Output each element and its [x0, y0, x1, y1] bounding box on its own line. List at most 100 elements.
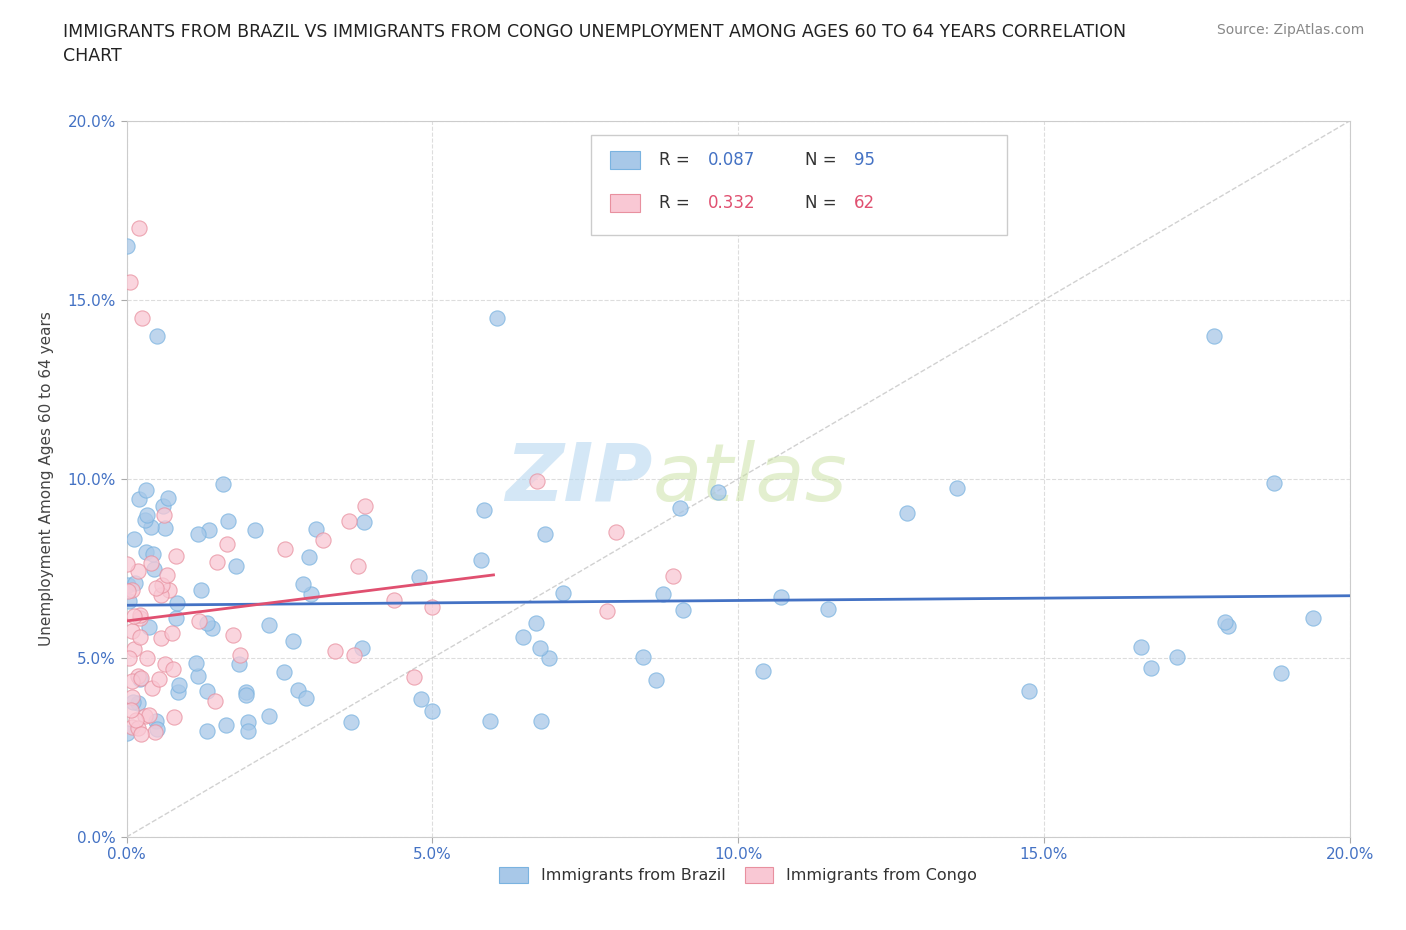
Point [131, 311, 153, 325]
Point [222, 628, 245, 643]
Point [153, 521, 176, 536]
Point [470, 552, 492, 567]
Point [281, 634, 304, 649]
Point [121, 690, 143, 705]
Point [707, 485, 730, 499]
Point [135, 650, 157, 665]
Point [1302, 611, 1324, 626]
Point [644, 672, 666, 687]
Point [512, 630, 534, 644]
Point [198, 523, 221, 538]
Point [669, 500, 692, 515]
Point [127, 564, 149, 578]
Point [146, 721, 169, 736]
Point [896, 506, 918, 521]
Point [117, 578, 139, 592]
Point [420, 600, 443, 615]
Point [533, 526, 555, 541]
Text: 95: 95 [855, 152, 876, 169]
Point [120, 703, 142, 718]
Point [273, 664, 295, 679]
Point [524, 615, 547, 630]
Point [145, 713, 167, 728]
Point [162, 661, 184, 676]
Point [204, 694, 226, 709]
Text: ZIP: ZIP [505, 440, 652, 518]
Point [124, 575, 146, 590]
Point [752, 664, 775, 679]
Point [135, 508, 157, 523]
Point [215, 537, 238, 551]
Point [671, 603, 693, 618]
Point [195, 616, 218, 631]
Point [117, 584, 139, 599]
Point [141, 681, 163, 696]
Point [298, 550, 321, 565]
Point [142, 562, 165, 577]
Point [1216, 618, 1239, 633]
Point [235, 684, 257, 699]
Point [115, 239, 138, 254]
Point [662, 568, 685, 583]
Point [1263, 476, 1285, 491]
Point [165, 549, 187, 564]
FancyBboxPatch shape [592, 135, 1007, 235]
Text: R =: R = [658, 194, 695, 212]
Point [128, 220, 150, 235]
Point [404, 670, 426, 684]
Point [259, 618, 281, 632]
Point [122, 609, 145, 624]
Point [596, 604, 619, 618]
Point [197, 724, 219, 738]
Point [292, 577, 315, 591]
Point [138, 620, 160, 635]
Point [343, 647, 366, 662]
Y-axis label: Unemployment Among Ages 60 to 64 years: Unemployment Among Ages 60 to 64 years [39, 312, 53, 646]
Point [121, 695, 143, 710]
Point [945, 481, 967, 496]
Text: atlas: atlas [652, 440, 848, 518]
Point [127, 696, 149, 711]
Point [142, 547, 165, 562]
Point [474, 502, 496, 517]
Point [121, 720, 143, 735]
Point [340, 714, 363, 729]
Point [257, 709, 280, 724]
Text: 62: 62 [855, 194, 876, 212]
Point [212, 477, 235, 492]
Point [122, 531, 145, 546]
Point [150, 631, 173, 645]
Point [1270, 666, 1292, 681]
Point [141, 520, 163, 535]
Point [1166, 650, 1188, 665]
Point [148, 671, 170, 686]
Point [225, 559, 247, 574]
Point [141, 555, 163, 570]
Point [1215, 615, 1237, 630]
Point [605, 525, 627, 539]
Point [323, 644, 346, 658]
Point [166, 595, 188, 610]
Point [633, 650, 655, 665]
Point [245, 523, 267, 538]
Point [128, 610, 150, 625]
Point [299, 587, 322, 602]
Point [165, 611, 187, 626]
Point [145, 580, 167, 595]
Point [167, 684, 190, 699]
Point [118, 651, 141, 666]
Point [652, 587, 675, 602]
Point [184, 656, 207, 671]
Point [312, 532, 335, 547]
Point [127, 668, 149, 683]
Point [129, 671, 152, 686]
Point [1140, 660, 1163, 675]
Point [551, 585, 574, 600]
Point [129, 671, 152, 685]
FancyBboxPatch shape [610, 152, 640, 169]
Text: N =: N = [806, 194, 842, 212]
Point [160, 625, 183, 640]
Point [479, 713, 502, 728]
Point [125, 712, 148, 727]
Point [195, 684, 218, 698]
